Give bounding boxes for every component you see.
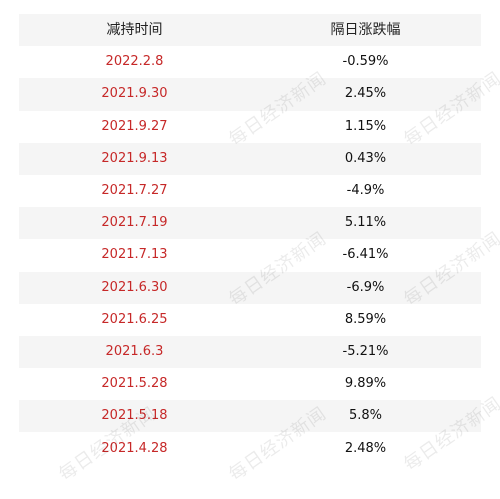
row-change: -6.41% bbox=[342, 247, 389, 263]
table-row: 2021.7.27 -4.9% bbox=[19, 175, 481, 207]
row-change: -5.21% bbox=[342, 343, 389, 359]
row-date: 2022.2.8 bbox=[105, 54, 164, 70]
header-reduction-date: 减持时间 bbox=[106, 22, 163, 39]
row-change: 8.59% bbox=[344, 311, 387, 327]
row-date: 2021.5.18 bbox=[101, 408, 168, 424]
row-date: 2021.6.30 bbox=[101, 279, 168, 295]
row-change: 5.8% bbox=[348, 408, 383, 424]
row-change: -4.9% bbox=[346, 183, 385, 199]
table-row: 2022.2.8 -0.59% bbox=[19, 46, 481, 78]
table-row: 2021.9.13 0.43% bbox=[19, 142, 481, 175]
row-change: 2.48% bbox=[344, 440, 387, 456]
table-row: 2021.6.3 -5.21% bbox=[19, 335, 481, 369]
row-change: 9.89% bbox=[344, 376, 387, 392]
row-date: 2021.7.13 bbox=[101, 247, 168, 263]
row-date: 2021.9.30 bbox=[101, 86, 168, 102]
row-date: 2021.7.27 bbox=[101, 183, 168, 199]
row-date: 2021.5.28 bbox=[101, 376, 168, 392]
table-row: 2021.6.25 8.59% bbox=[19, 304, 481, 336]
reduction-table: 减持时间 隔日涨跌幅 2022.2.8 -0.59% 2021.9.30 2.4… bbox=[19, 14, 481, 465]
row-date: 2021.9.13 bbox=[101, 150, 168, 166]
row-change: -6.9% bbox=[346, 279, 385, 295]
table-row: 2021.7.13 -6.41% bbox=[19, 239, 481, 271]
row-date: 2021.4.28 bbox=[101, 440, 168, 456]
table-row: 2021.5.28 9.89% bbox=[19, 368, 481, 400]
table-row: 2021.7.19 5.11% bbox=[19, 207, 481, 240]
table-row: 2021.9.30 2.45% bbox=[19, 78, 481, 111]
table-row: 2021.9.27 1.15% bbox=[19, 111, 481, 143]
header-next-day-change: 隔日涨跌幅 bbox=[330, 22, 401, 39]
table-header: 减持时间 隔日涨跌幅 bbox=[19, 14, 481, 47]
row-change: 5.11% bbox=[344, 215, 387, 231]
table-row: 2021.5.18 5.8% bbox=[19, 400, 481, 433]
row-change: 0.43% bbox=[344, 150, 387, 166]
table-row: 2021.6.30 -6.9% bbox=[19, 271, 481, 304]
row-date: 2021.7.19 bbox=[101, 215, 168, 231]
row-change: 1.15% bbox=[344, 118, 387, 134]
row-date: 2021.6.3 bbox=[105, 343, 164, 359]
table-row: 2021.4.28 2.48% bbox=[19, 432, 481, 464]
row-date: 2021.9.27 bbox=[101, 118, 168, 134]
row-date: 2021.6.25 bbox=[101, 311, 168, 327]
row-change: -0.59% bbox=[342, 54, 389, 70]
row-change: 2.45% bbox=[344, 86, 387, 102]
